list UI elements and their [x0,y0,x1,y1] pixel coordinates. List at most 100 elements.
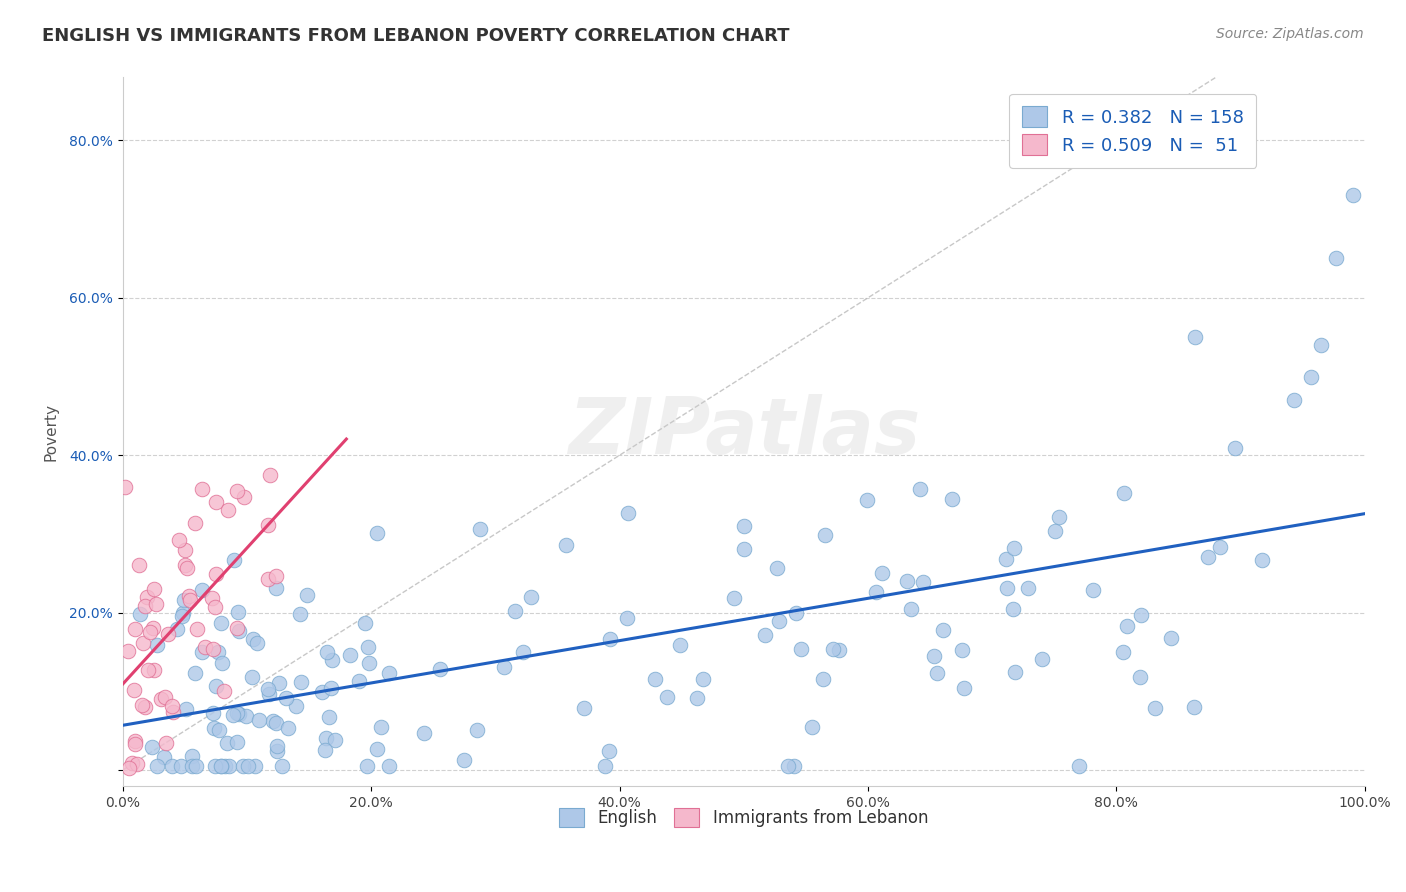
Point [865,585,887,599]
Point [1115,618,1137,632]
Point [191,583,214,598]
Point [359,657,381,671]
Point [821,642,844,657]
Point [172,606,194,620]
Point [146,758,169,772]
Point [366,742,388,756]
Point [236,759,259,773]
Point [314,742,336,756]
Point [932,624,955,638]
Point [162,706,184,720]
Point [179,590,201,604]
Point [134,699,156,714]
Point [217,735,239,749]
Point [1002,541,1025,556]
Point [205,495,228,509]
Legend: English, Immigrants from Lebanon: English, Immigrants from Lebanon [553,802,935,834]
Point [243,759,266,773]
Point [205,679,228,693]
Point [900,602,922,616]
Point [132,636,155,650]
Point [141,740,163,755]
Point [1129,607,1152,622]
Point [950,642,973,657]
Point [366,526,388,541]
Point [912,574,935,589]
Point [267,675,290,690]
Point [754,628,776,642]
Point [225,734,247,748]
Point [593,759,616,773]
Point [180,748,202,763]
Point [145,598,167,612]
Point [413,726,436,740]
Point [257,681,280,696]
Point [226,621,249,635]
Point [162,759,184,773]
Point [1182,699,1205,714]
Point [266,569,288,583]
Point [136,663,159,677]
Point [995,552,1018,566]
Point [186,623,208,637]
Point [128,558,150,573]
Point [295,589,318,603]
Point [1004,665,1026,680]
Point [205,566,228,581]
Point [790,642,813,657]
Point [117,644,139,658]
Point [644,672,666,686]
Point [277,721,299,735]
Point [503,603,526,617]
Point [201,706,224,720]
Text: ZIPatlas: ZIPatlas [568,393,920,469]
Point [181,759,204,773]
Point [814,527,837,541]
Point [686,690,709,705]
Point [315,731,337,745]
Point [925,666,948,681]
Point [765,561,787,575]
Point [127,757,149,772]
Point [235,708,257,723]
Point [118,762,141,776]
Point [266,744,288,758]
Point [190,645,212,659]
Point [828,643,851,657]
Point [124,733,146,747]
Point [783,759,806,773]
Point [429,662,451,676]
Point [173,542,195,557]
Point [952,681,974,695]
Point [470,522,492,536]
Point [274,691,297,706]
Point [354,615,377,630]
Point [256,572,278,586]
Point [378,759,401,773]
Point [172,609,194,624]
Point [1209,541,1232,555]
Point [1002,602,1025,616]
Point [232,759,254,773]
Point [179,592,201,607]
Point [136,590,159,604]
Point [212,684,235,698]
Point [290,675,312,690]
Point [204,600,226,615]
Point [222,707,245,722]
Point [357,640,380,654]
Point [311,684,333,698]
Point [1324,252,1347,266]
Point [378,665,401,680]
Point [811,672,834,686]
Point [1047,509,1070,524]
Point [1031,652,1053,666]
Point [246,636,269,650]
Y-axis label: Poverty: Poverty [44,402,58,460]
Point [114,480,136,494]
Point [201,591,224,605]
Point [228,624,250,638]
Point [512,644,534,658]
Point [124,737,146,751]
Point [370,720,392,734]
